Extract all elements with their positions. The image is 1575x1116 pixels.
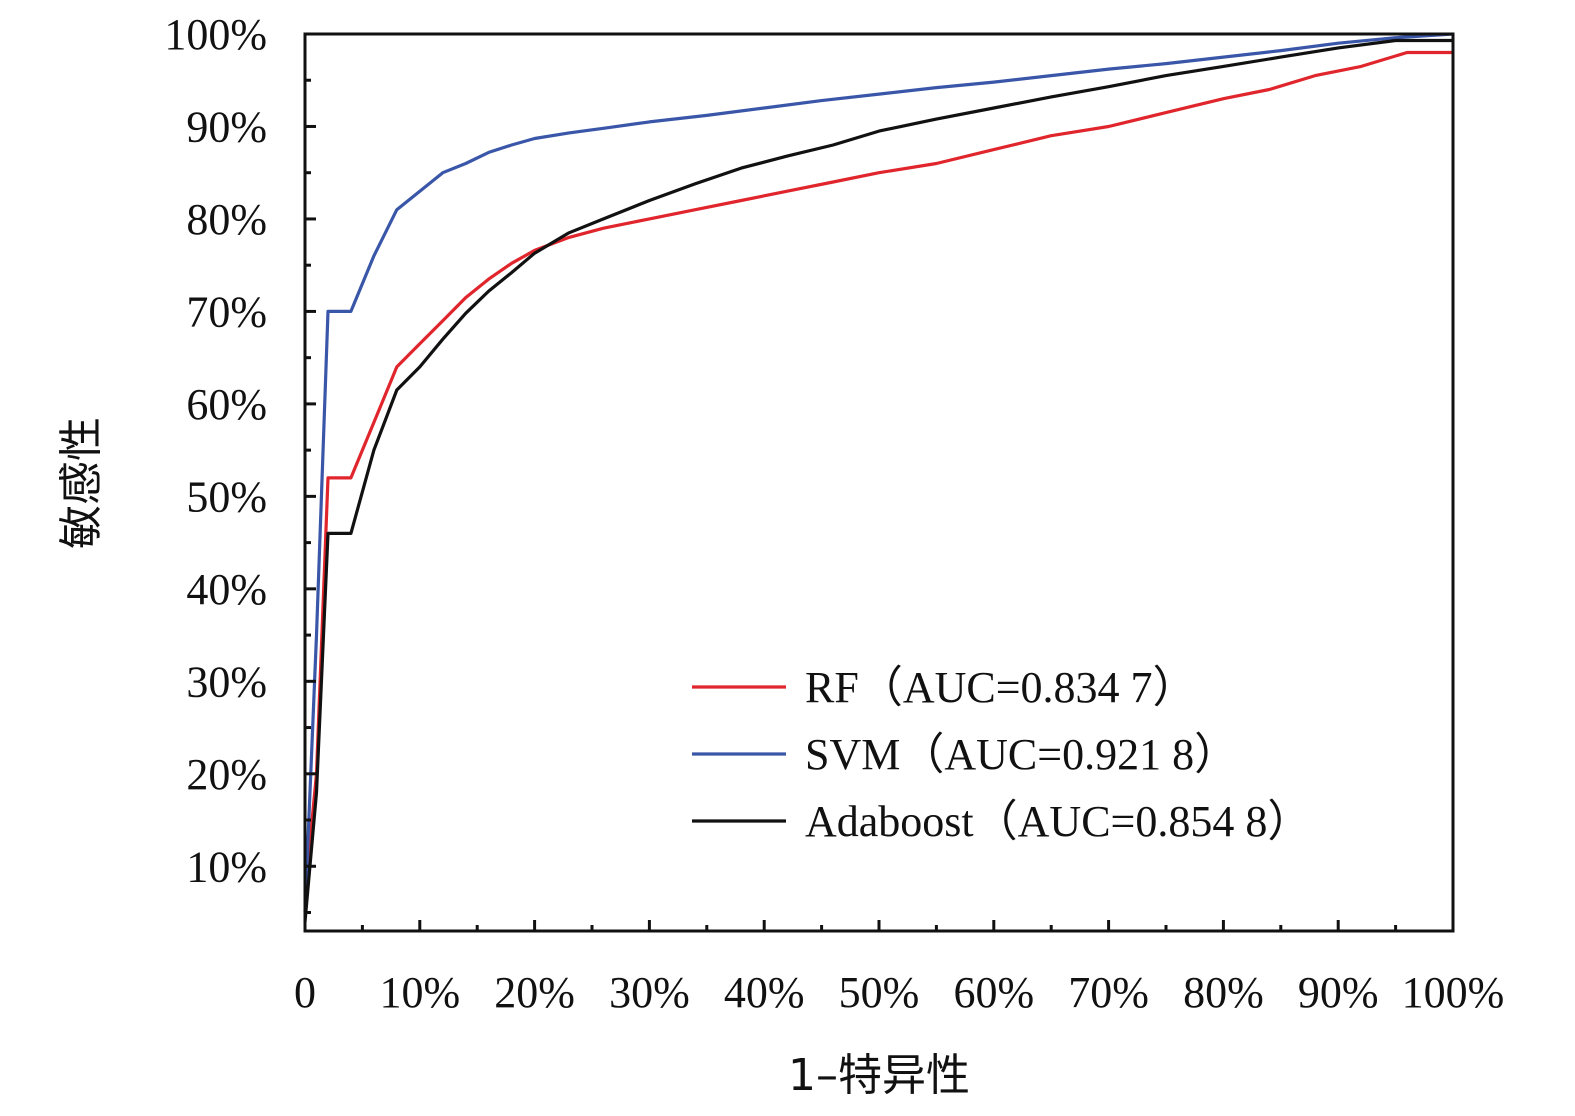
x-tick-label: 10% xyxy=(379,968,460,1017)
x-tick-label: 40% xyxy=(724,968,805,1017)
x-tick-label: 30% xyxy=(609,968,690,1017)
x-tick-label: 20% xyxy=(494,968,575,1017)
ticks: 0 10% 20% 30% 40% 50% 60% 70% 80% 90% 100% 10% 20% 30… xyxy=(164,10,1504,1017)
x-axis-label: 1–特异性 xyxy=(788,1050,970,1101)
y-tick-label: 60% xyxy=(186,380,267,429)
legend-label-2: Adaboost（AUC=0.854 8） xyxy=(805,797,1311,846)
x-tick-label: 70% xyxy=(1068,968,1149,1017)
legend-label-0: RF（AUC=0.834 7） xyxy=(805,663,1197,712)
y-tick-label: 80% xyxy=(186,195,267,244)
series-line-1 xyxy=(303,32,1454,913)
y-tick-label: 40% xyxy=(186,565,267,614)
legend: RF（AUC=0.834 7） SVM（AUC=0.921 8） Adaboost（… xyxy=(692,663,1311,846)
legend-label-1: SVM（AUC=0.921 8） xyxy=(805,730,1238,779)
series-line-0 xyxy=(303,50,1453,895)
y-tick-label: 30% xyxy=(186,657,267,706)
x-tick-label: 60% xyxy=(953,968,1034,1017)
y-tick-label: 50% xyxy=(186,472,267,521)
y-tick-label: 10% xyxy=(186,842,267,891)
y-axis-label: 敏感性 xyxy=(56,417,107,549)
series-line-2 xyxy=(303,38,1453,922)
y-tick-label: 70% xyxy=(186,287,267,336)
y-tick-label: 90% xyxy=(186,102,267,151)
x-tick-label: 90% xyxy=(1298,968,1379,1017)
x-tick-label: 100% xyxy=(1402,968,1505,1017)
x-tick-label: 50% xyxy=(839,968,920,1017)
y-tick-label: 20% xyxy=(186,750,267,799)
x-tick-label: 80% xyxy=(1183,968,1264,1017)
series-lines xyxy=(303,32,1454,922)
x-tick-label: 0 xyxy=(294,968,316,1017)
y-tick-label: 100% xyxy=(164,10,267,59)
